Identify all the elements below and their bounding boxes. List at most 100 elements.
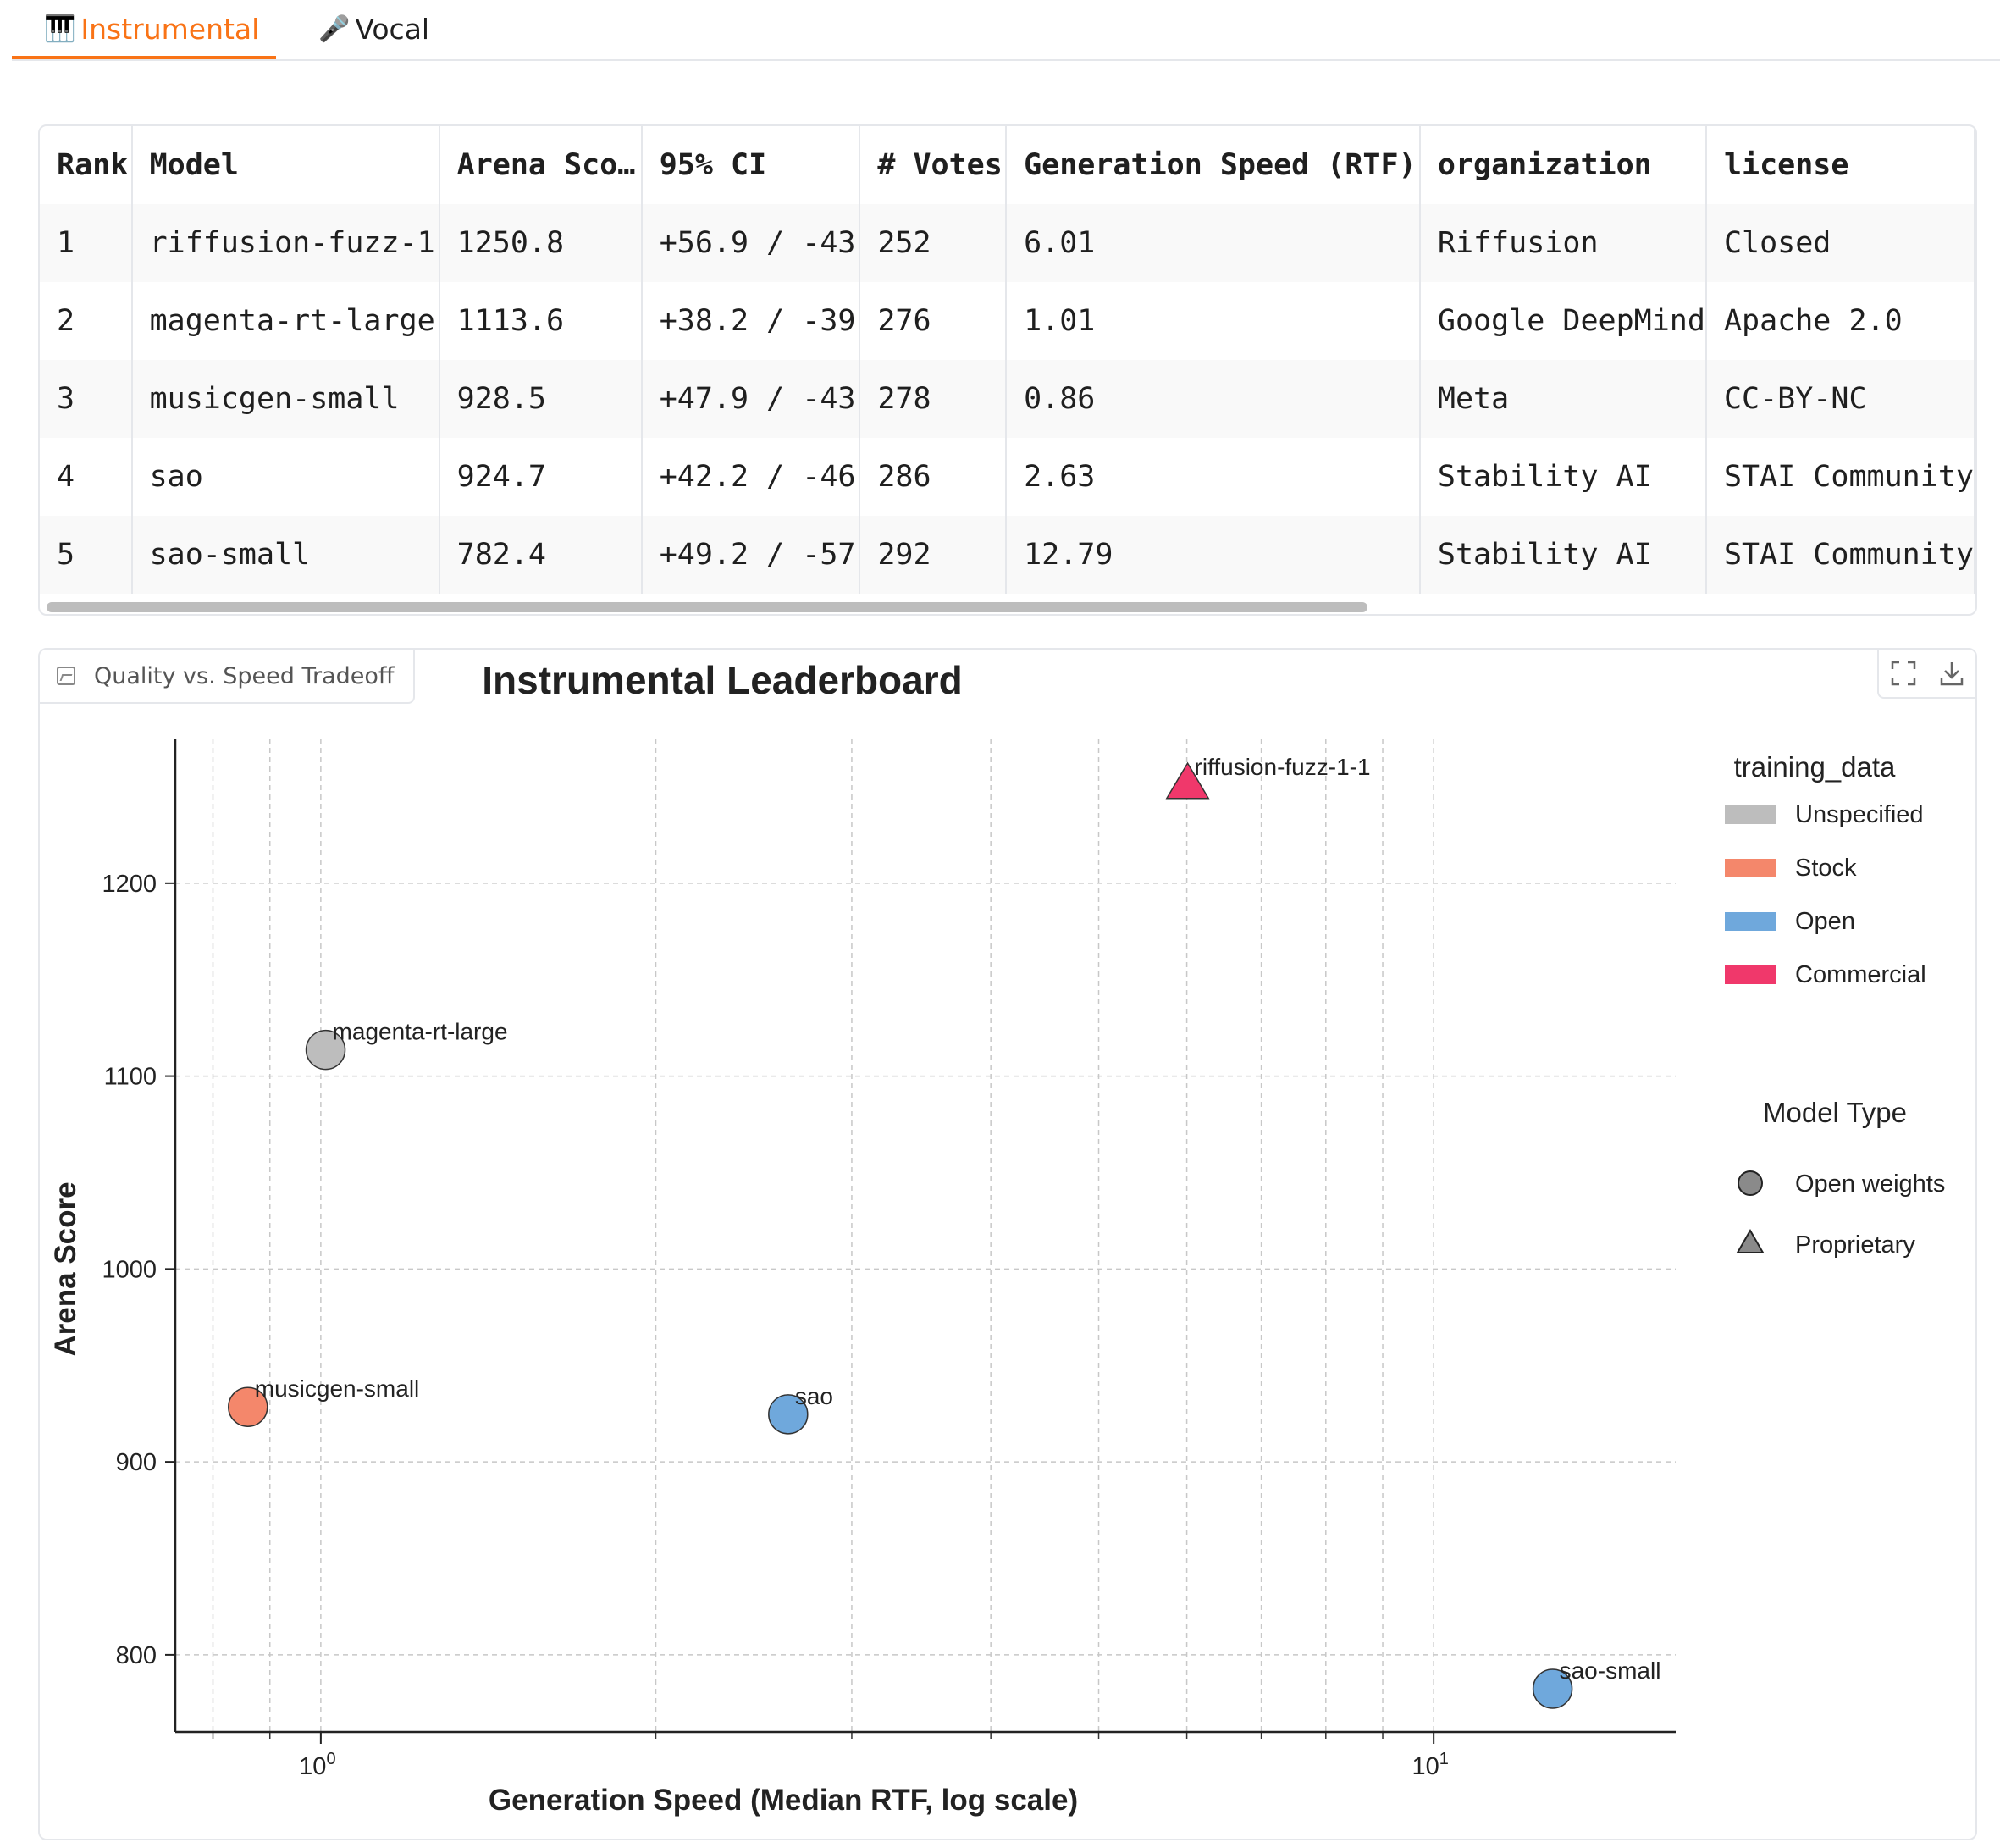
cell-generation-speed: 1.01 [1006,282,1421,360]
legend-item-label: Stock [1795,855,1857,882]
legend-item-label: Open weights [1795,1170,1945,1198]
fullscreen-button[interactable] [1887,656,1920,690]
leaderboard-table-container[interactable]: Rank Model Arena Sco… 95% CI # Votes Gen… [38,124,1977,616]
cell-organization: Google DeepMind [1419,282,1707,360]
data-point-label: riffusion-fuzz-1-1 [1195,754,1371,780]
cell-rank: 5 [40,516,133,594]
legend-circle-marker [1738,1170,1763,1196]
cell-ci: +49.2 / -57 [641,516,861,594]
legend-shape-title: Model Type [1763,1097,1907,1128]
tab-vocal-label: Vocal [355,12,430,46]
y-tick-label: 1200 [102,871,157,898]
cell-rank: 4 [40,438,133,516]
data-point-triangle [1165,761,1210,800]
legend-item-label: Open [1795,908,1855,935]
y-tick-label: 1000 [102,1256,157,1283]
scatter-chart: Instrumental Leaderboard 800 900 1000 1100 12… [49,658,1945,1817]
y-tick-label: 900 [116,1449,157,1476]
plot-panel: Instrumental Leaderboard 800 900 1000 1100 12… [38,648,1977,1840]
cell-votes: 276 [859,282,1008,360]
cell-votes: 292 [859,516,1008,594]
legend-swatch [1725,965,1776,984]
cell-license: Apache 2.0 [1705,282,1975,360]
cell-arena-score: 782.4 [439,516,643,594]
cell-ci: +47.9 / -43 [641,360,861,438]
data-point-circle [305,1029,346,1071]
cell-license: Closed [1705,204,1975,282]
legend-item-label: Commercial [1795,961,1926,988]
cell-organization: Riffusion [1419,204,1707,282]
cell-model: riffusion-fuzz-1 [131,204,440,282]
leaderboard-table: Rank Model Arena Sco… 95% CI # Votes Gen… [40,126,1975,594]
cell-model: magenta-rt-large [131,282,440,360]
cell-license: STAI Community [1705,438,1975,516]
tab-bar: 🎹 Instrumental 🎤 Vocal [12,0,2000,61]
data-point-label: sao-small [1560,1657,1661,1684]
column-header-votes[interactable]: # Votes [859,126,1008,204]
cell-arena-score: 1113.6 [439,282,643,360]
y-tick-label: 800 [116,1642,157,1669]
cell-votes: 278 [859,360,1008,438]
legend-item-label: Proprietary [1795,1231,1915,1259]
table-row: 5 sao-small 782.4 +49.2 / -57 292 12.79 … [40,516,1975,594]
tab-instrumental[interactable]: 🎹 Instrumental [12,0,276,59]
table-header-row: Rank Model Arena Sco… 95% CI # Votes Gen… [40,126,1975,204]
microphone-icon: 🎤 [318,14,351,44]
cell-votes: 252 [859,204,1008,282]
column-header-rank[interactable]: Rank [40,126,133,204]
cell-rank: 2 [40,282,133,360]
cell-arena-score: 928.5 [439,360,643,438]
legend-swatch [1725,805,1776,824]
table-row: 1 riffusion-fuzz-1 1250.8 +56.9 / -43 25… [40,204,1975,282]
legend-item-label: Unspecified [1795,801,1924,828]
cell-organization: Stability AI [1419,438,1707,516]
cell-organization: Stability AI [1419,516,1707,594]
cell-rank: 1 [40,204,133,282]
column-header-generation-speed[interactable]: Generation Speed (RTF) [1006,126,1421,204]
chart-title: Instrumental Leaderboard [482,658,962,702]
download-button[interactable] [1935,656,1969,690]
y-tick-label: 1100 [104,1064,157,1091]
cell-generation-speed: 12.79 [1006,516,1421,594]
cell-model: sao-small [131,516,440,594]
cell-generation-speed: 6.01 [1006,204,1421,282]
cell-model: sao [131,438,440,516]
cell-ci: +56.9 / -43 [641,204,861,282]
cell-ci: +38.2 / -39 [641,282,861,360]
cell-generation-speed: 2.63 [1006,438,1421,516]
x-axis-label: Generation Speed (Median RTF, log scale) [489,1784,1078,1817]
cell-license: STAI Community [1705,516,1975,594]
plot-actions [1877,650,1975,699]
column-header-model[interactable]: Model [131,126,440,204]
tab-instrumental-label: Instrumental [80,12,260,46]
cell-license: CC-BY-NC [1705,360,1975,438]
column-header-arena-score[interactable]: Arena Sco… [439,126,643,204]
data-point-label: magenta-rt-large [333,1019,508,1045]
legend-swatch [1725,859,1776,877]
x-tick-label: 100 [299,1750,335,1780]
tab-vocal[interactable]: 🎤 Vocal [310,0,429,58]
legend-color-title: training_data [1734,751,1896,783]
legend-triangle-marker [1736,1228,1765,1253]
plot-label: Quality vs. Speed Tradeoff [40,650,415,704]
y-axis-label: Arena Score [49,1181,82,1356]
column-header-license[interactable]: license [1705,126,1975,204]
data-point-circle [1532,1668,1573,1709]
cell-rank: 3 [40,360,133,438]
data-point-circle [768,1394,809,1435]
table-row: 4 sao 924.7 +42.2 / -46 286 2.63 Stabili… [40,438,1975,516]
column-header-organization[interactable]: organization [1419,126,1707,204]
legend-swatch [1725,912,1776,931]
image-icon [57,667,75,685]
cell-model: musicgen-small [131,360,440,438]
download-icon [1940,662,1963,686]
table-row: 3 musicgen-small 928.5 +47.9 / -43 278 0… [40,360,1975,438]
cell-generation-speed: 0.86 [1006,360,1421,438]
x-tick-label: 101 [1412,1750,1448,1780]
data-point-label: musicgen-small [255,1375,420,1402]
column-header-ci[interactable]: 95% CI [641,126,861,204]
cell-votes: 286 [859,438,1008,516]
horizontal-scrollbar[interactable] [47,602,1367,612]
piano-icon: 🎹 [44,14,76,44]
data-point-label: sao [795,1383,833,1409]
